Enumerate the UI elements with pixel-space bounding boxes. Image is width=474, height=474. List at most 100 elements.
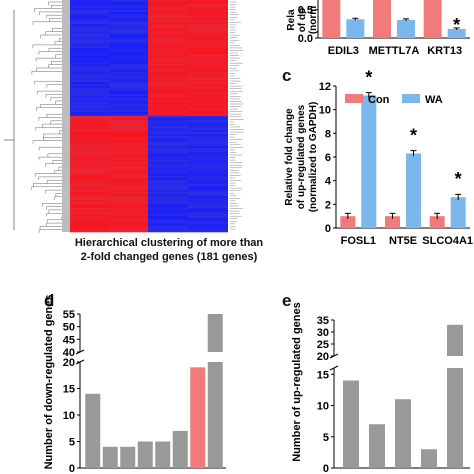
x-tick-label: METTL7A	[369, 45, 420, 57]
y-tick-label: 50	[63, 322, 75, 334]
heatmap-cell	[110, 10, 148, 13]
heatmap-cell	[110, 150, 148, 153]
bar-upper-part	[447, 324, 463, 356]
heatmap-cell	[148, 12, 188, 15]
heatmap-cell	[110, 22, 148, 25]
legend-swatch-wa	[402, 94, 420, 103]
heatmap-cell	[70, 2, 110, 5]
bar	[137, 441, 153, 468]
heatmap-cell	[110, 170, 148, 173]
heatmap-cell	[70, 6, 110, 9]
bar-con	[385, 216, 400, 228]
heatmap-cell	[70, 206, 110, 209]
heatmap-cell	[70, 126, 110, 129]
heatmap-cell	[70, 204, 110, 207]
heatmap-cell	[110, 120, 148, 123]
heatmap-cell	[70, 12, 110, 15]
heatmap-cell	[148, 40, 188, 43]
heatmap-cell	[148, 162, 188, 165]
heatmap-cell	[110, 104, 148, 107]
heatmap-cell	[70, 28, 110, 31]
heatmap-cell	[188, 200, 228, 203]
heatmap-cell	[188, 50, 228, 53]
heatmap-cell	[148, 0, 188, 3]
heatmap-cell	[148, 160, 188, 163]
heatmap-cell	[148, 6, 188, 9]
heatmap-cell	[188, 84, 228, 87]
heatmap-cell	[110, 54, 148, 57]
heatmap-cell	[110, 32, 148, 35]
heatmap-cell	[70, 114, 110, 117]
heatmap-cell	[70, 218, 110, 221]
heatmap-cell	[110, 196, 148, 199]
heatmap-cell	[148, 166, 188, 169]
heatmap-cell	[148, 106, 188, 109]
y-tick-label: 0	[69, 463, 75, 474]
heatmap-cell	[110, 2, 148, 5]
heatmap-cell	[70, 158, 110, 161]
heatmap-cell	[110, 0, 148, 3]
heatmap-cell	[148, 226, 188, 229]
y-tick-label: 15	[63, 384, 75, 396]
heatmap-cell	[110, 128, 148, 131]
heatmap-cell	[188, 164, 228, 167]
heatmap-cell	[188, 94, 228, 97]
heatmap-cell	[110, 52, 148, 55]
heatmap-cell	[70, 16, 110, 19]
heatmap-cell	[110, 204, 148, 207]
bar-con	[373, 0, 391, 38]
heatmap-cell	[188, 30, 228, 33]
heatmap-cell	[188, 100, 228, 103]
heatmap-cell	[70, 122, 110, 125]
heatmap-cell	[110, 4, 148, 7]
heatmap-cell	[110, 90, 148, 93]
heatmap-cell	[70, 42, 110, 45]
heatmap-cell	[148, 208, 188, 211]
heatmap-cell	[188, 130, 228, 133]
heatmap-cell	[148, 212, 188, 215]
heatmap-cell	[110, 86, 148, 89]
bar-wa	[447, 28, 466, 38]
bar-con	[340, 216, 356, 228]
heatmap-cell	[148, 62, 188, 65]
heatmap-cell	[148, 136, 188, 139]
heatmap-cell	[70, 164, 110, 167]
heatmap-cell	[148, 90, 188, 93]
heatmap-cell	[110, 122, 148, 125]
heatmap-cell	[110, 156, 148, 159]
heatmap-cell	[70, 190, 110, 193]
heatmap-cell	[70, 86, 110, 89]
heatmap-cell	[148, 94, 188, 97]
heatmap-cell	[70, 120, 110, 123]
heatmap-cell	[70, 102, 110, 105]
heatmap-cell	[188, 38, 228, 41]
heatmap-cell	[148, 96, 188, 99]
heatmap-cell	[70, 184, 110, 187]
heatmap-cell	[188, 186, 228, 189]
heatmap-cell	[70, 210, 110, 213]
heatmap-cell	[188, 170, 228, 173]
heatmap-cell	[188, 26, 228, 29]
heatmap-cell	[70, 32, 110, 35]
heatmap-cell	[148, 154, 188, 157]
heatmap-cell	[148, 126, 188, 129]
heatmap-cell	[110, 30, 148, 33]
bar-lower-part	[447, 368, 463, 468]
heatmap-cell	[188, 136, 228, 139]
heatmap-cell	[110, 228, 148, 231]
heatmap-cell	[188, 24, 228, 27]
heatmap-cell	[70, 230, 110, 233]
heatmap-cell	[110, 186, 148, 189]
heatmap-cell	[70, 146, 110, 149]
heatmap-cell	[148, 86, 188, 89]
heatmap-cell	[110, 144, 148, 147]
heatmap-cell	[70, 180, 110, 183]
heatmap-cell	[110, 70, 148, 73]
heatmap-cell	[188, 230, 228, 233]
heatmap-cell	[188, 228, 228, 231]
heatmap-cell	[148, 8, 188, 11]
heatmap-cell	[148, 84, 188, 87]
heatmap-cell	[70, 162, 110, 165]
heatmap-cell	[70, 202, 110, 205]
heatmap-cell	[148, 230, 188, 233]
